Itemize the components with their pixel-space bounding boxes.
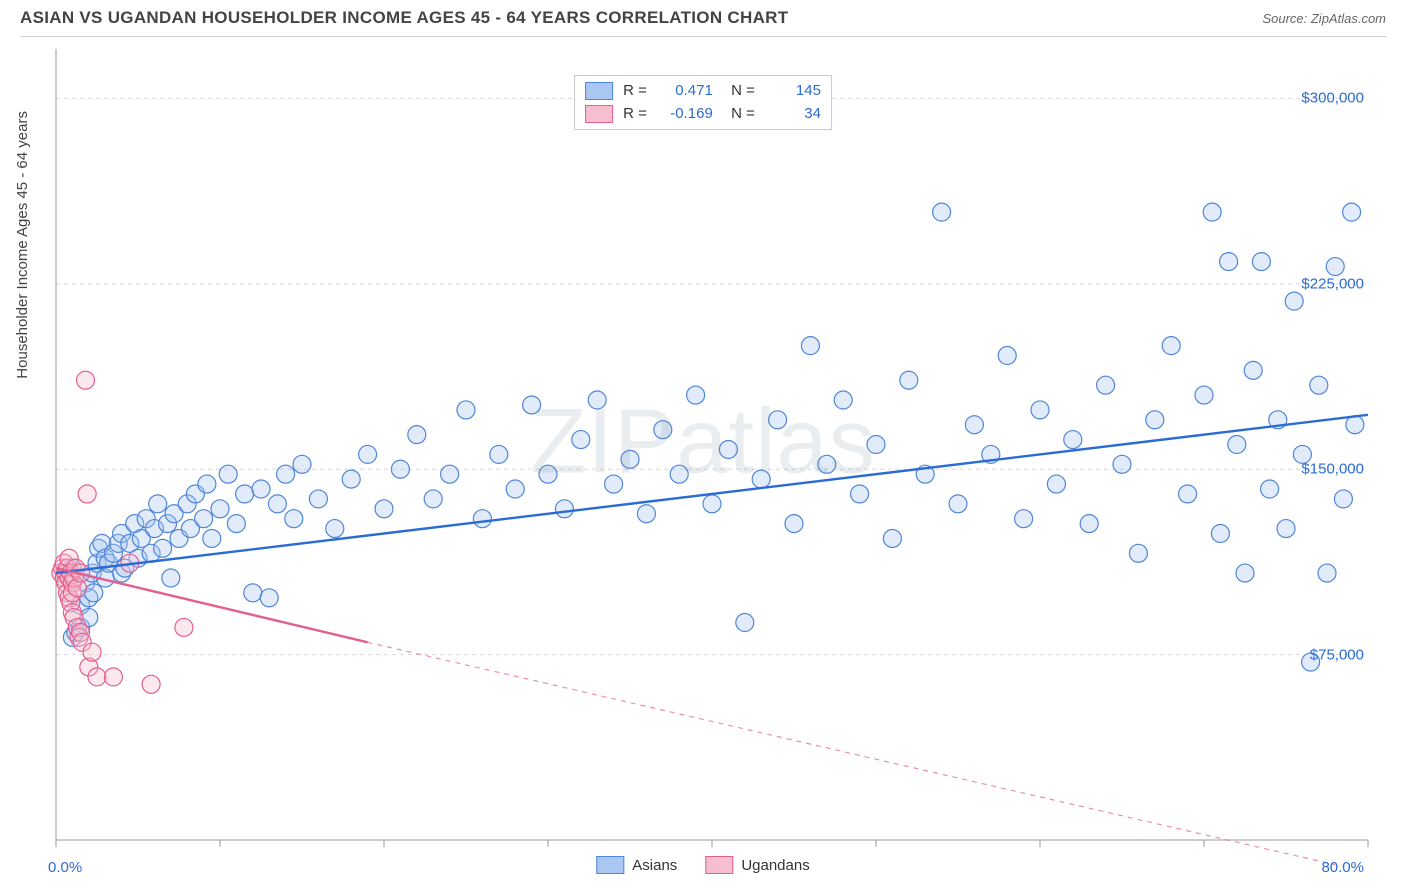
n-label: N =	[723, 80, 755, 103]
r-label: R =	[623, 103, 647, 126]
x-axis-min-label: 0.0%	[48, 859, 82, 876]
legend-item: Asians	[596, 856, 677, 874]
y-tick-label: $75,000	[1310, 646, 1364, 663]
legend-label: Asians	[632, 857, 677, 874]
legend-label: Ugandans	[741, 857, 809, 874]
correlation-row: R = 0.471 N = 145	[585, 80, 821, 103]
correlation-legend: R = 0.471 N = 145 R = -0.169 N = 34	[574, 75, 832, 130]
y-tick-label: $225,000	[1301, 275, 1364, 292]
legend-swatch-icon	[585, 82, 613, 100]
n-label: N =	[723, 103, 755, 126]
y-axis-label: Householder Income Ages 45 - 64 years	[14, 111, 31, 379]
r-value: -0.169	[657, 103, 713, 126]
scatter-chart-svg	[20, 37, 1386, 880]
y-tick-label: $150,000	[1301, 461, 1364, 478]
chart-source: Source: ZipAtlas.com	[1262, 11, 1386, 26]
n-value: 34	[765, 103, 821, 126]
legend-swatch-icon	[705, 856, 733, 874]
legend-swatch-icon	[596, 856, 624, 874]
r-value: 0.471	[657, 80, 713, 103]
series-legend: Asians Ugandans	[596, 856, 809, 874]
n-value: 145	[765, 80, 821, 103]
legend-item: Ugandans	[705, 856, 809, 874]
r-label: R =	[623, 80, 647, 103]
legend-swatch-icon	[585, 105, 613, 123]
x-axis-max-label: 80.0%	[1321, 859, 1364, 876]
chart-area: Householder Income Ages 45 - 64 years ZI…	[20, 36, 1386, 880]
chart-title: ASIAN VS UGANDAN HOUSEHOLDER INCOME AGES…	[20, 8, 788, 28]
y-tick-label: $300,000	[1301, 90, 1364, 107]
correlation-row: R = -0.169 N = 34	[585, 103, 821, 126]
